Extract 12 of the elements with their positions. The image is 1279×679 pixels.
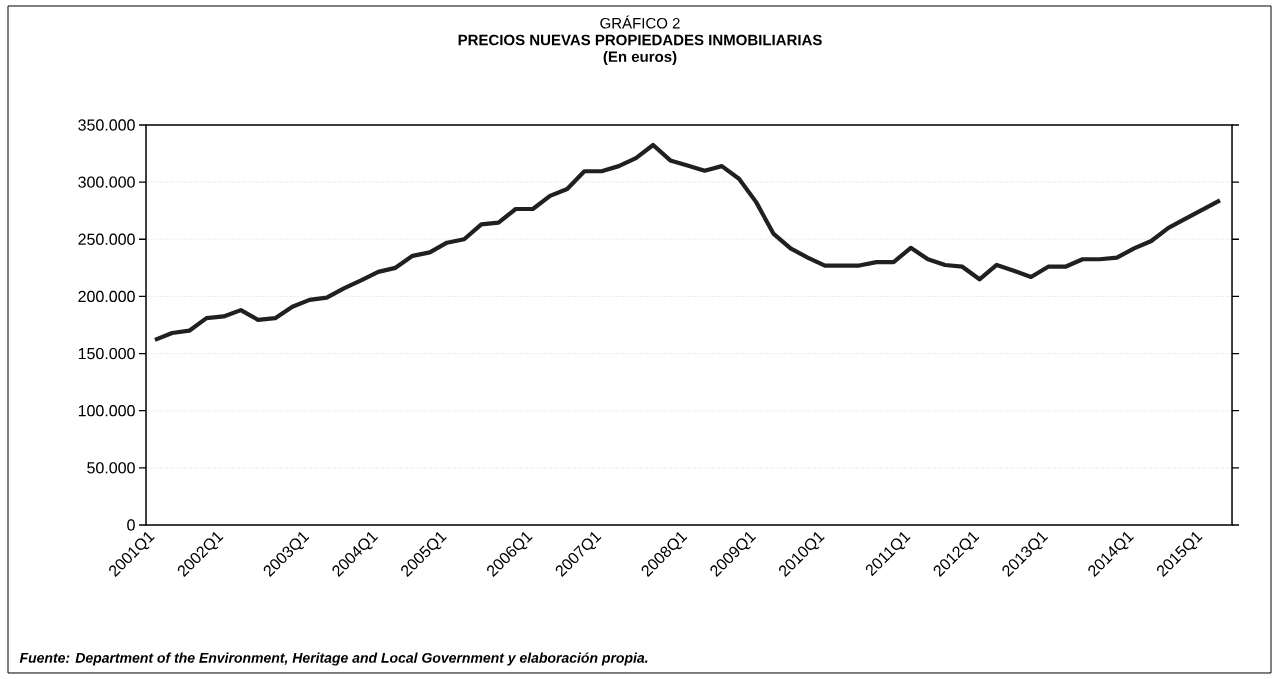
y-tick-label: 350.000 [78, 119, 135, 131]
y-tick-label: 150.000 [78, 347, 135, 360]
source-note: Fuente: Department of the Environment, Heritage and Local Government y elaboración propia. [19, 652, 648, 666]
y-tick-label: 100.000 [78, 405, 135, 417]
y-tick-label: 300.000 [78, 176, 135, 188]
y-tick-label: 200.000 [78, 290, 135, 303]
chart-title: PRECIOS NUEVAS PROPIEDADES INMOBILIARIAS [458, 34, 822, 46]
y-tick-label: 0 [127, 519, 135, 531]
chart-subtitle: (En euros) [603, 51, 677, 65]
y-tick-label: 250.000 [78, 233, 135, 245]
y-tick-label: 50.000 [87, 462, 135, 474]
text: GRÁFICO 2 [600, 15, 680, 29]
